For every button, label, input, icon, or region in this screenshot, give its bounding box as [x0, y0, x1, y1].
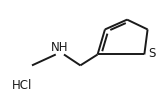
Text: NH: NH: [51, 41, 69, 54]
Text: HCl: HCl: [11, 78, 32, 92]
Text: S: S: [148, 47, 155, 60]
